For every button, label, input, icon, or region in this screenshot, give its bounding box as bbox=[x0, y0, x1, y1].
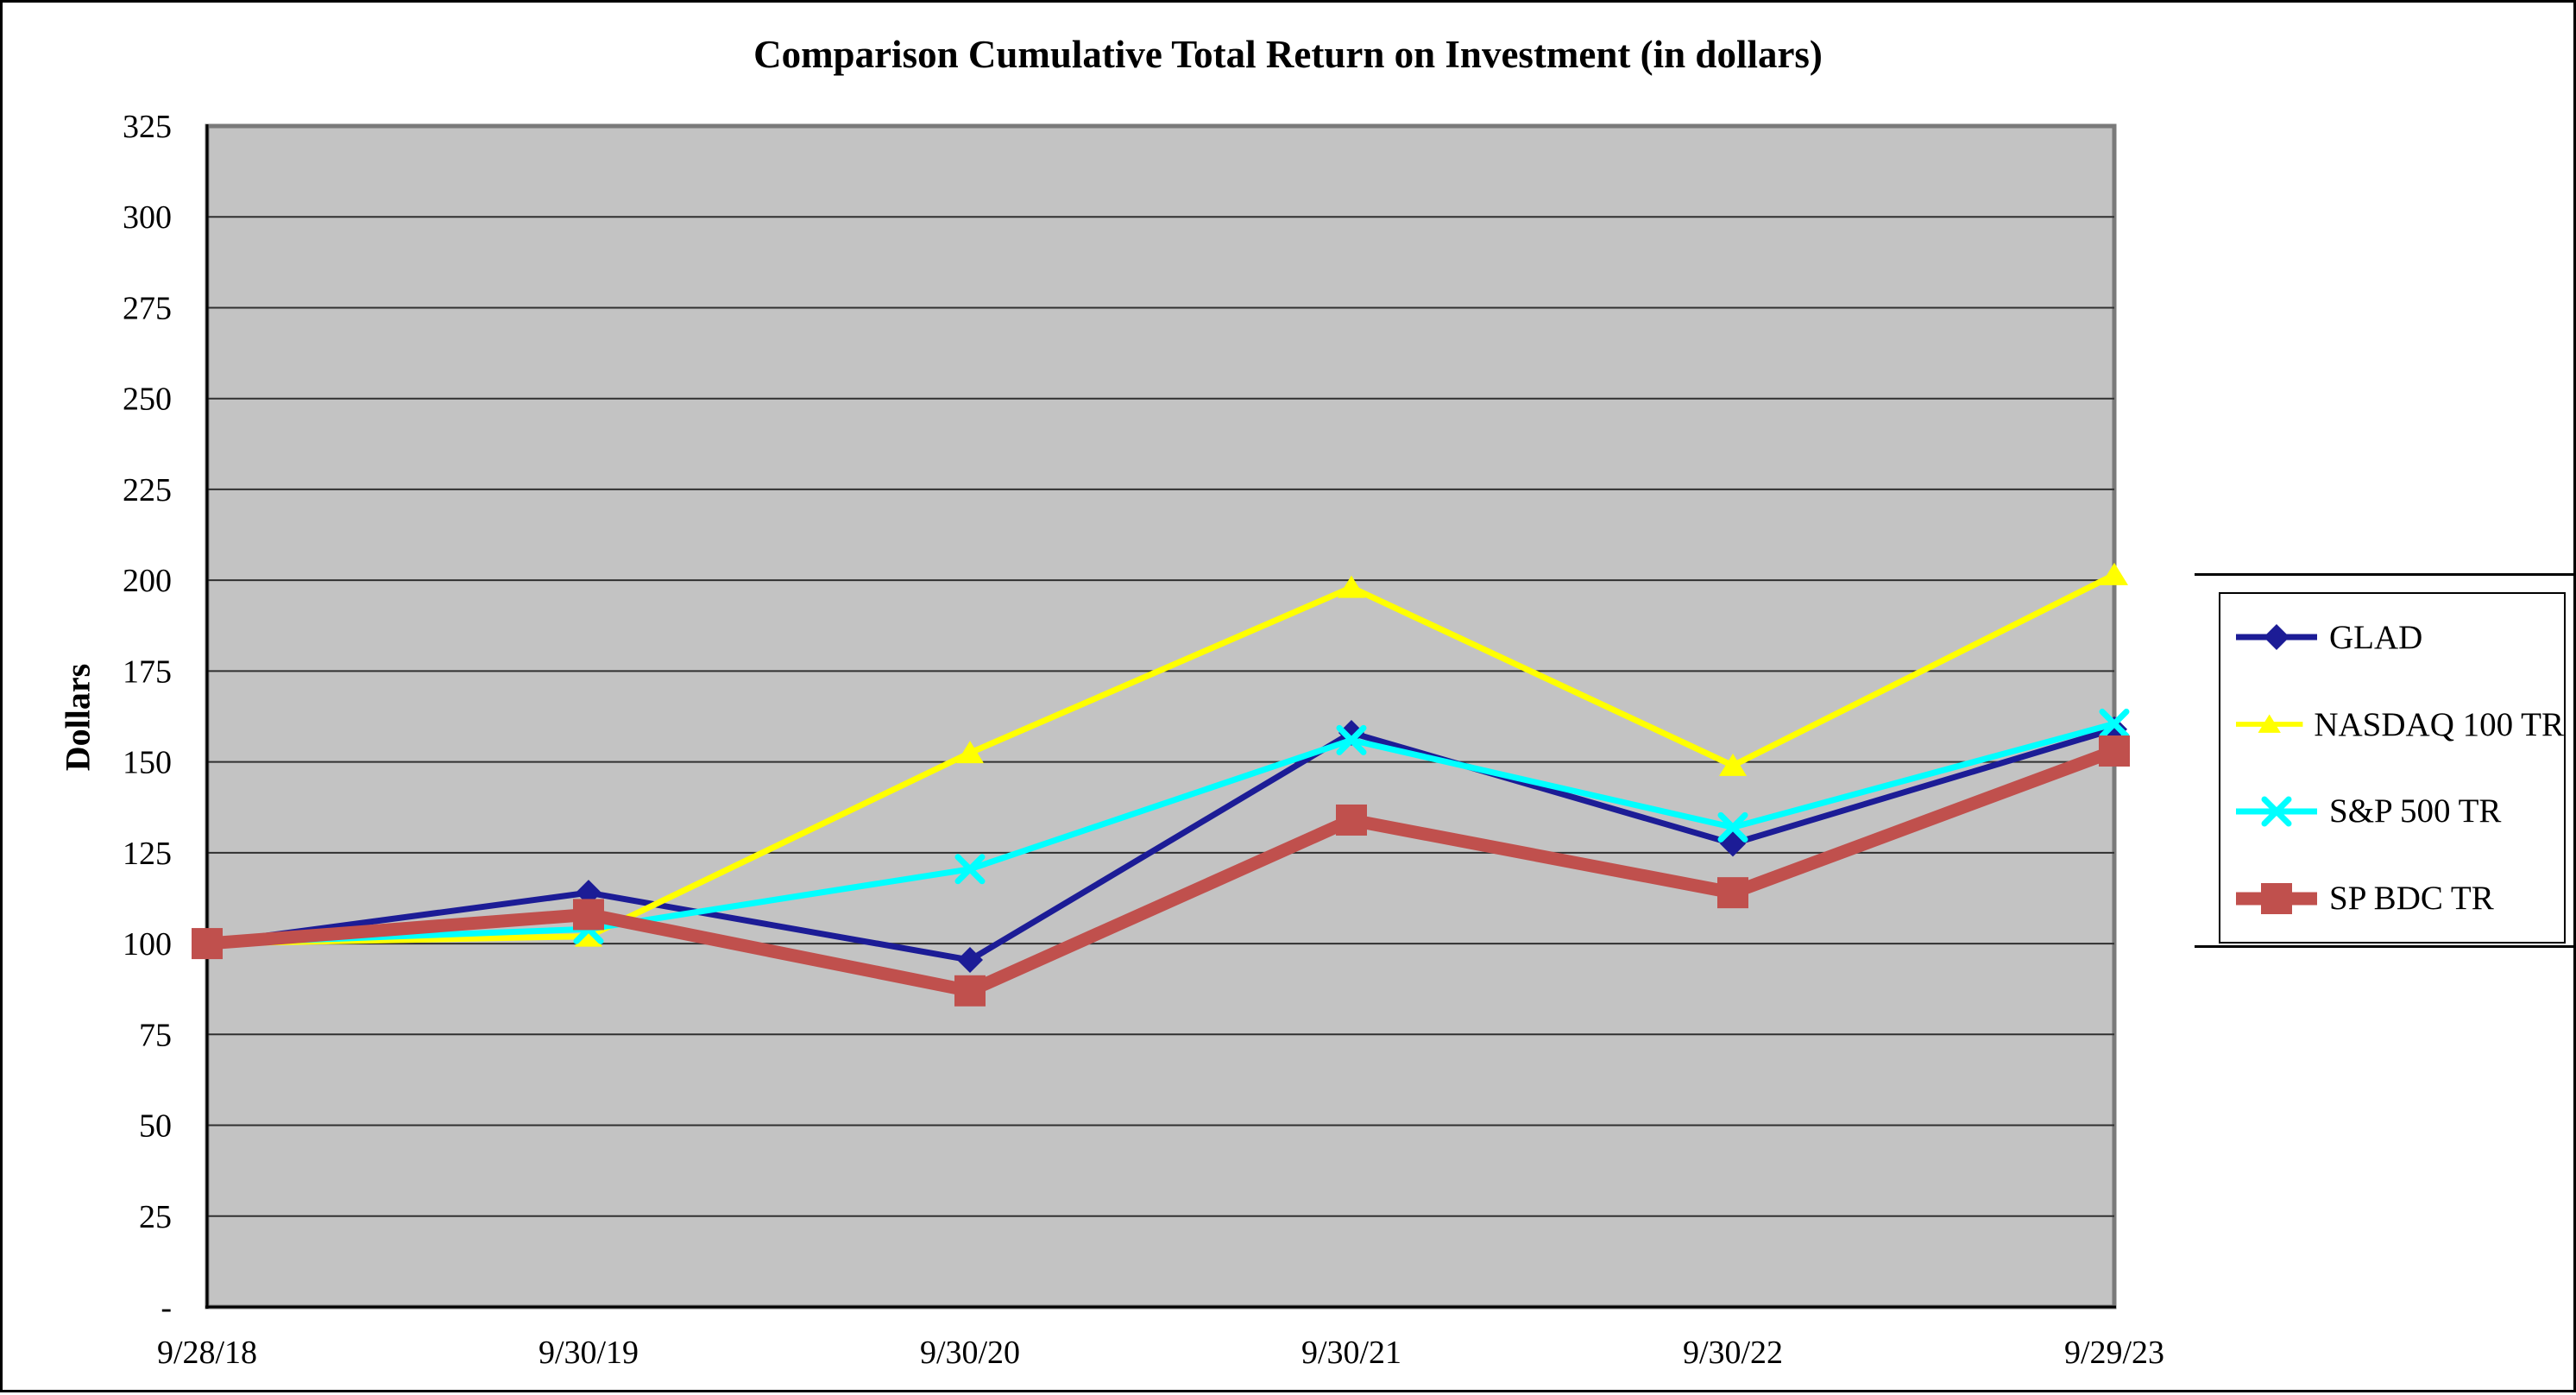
x-marker-icon bbox=[954, 854, 986, 885]
square-marker-icon bbox=[192, 928, 223, 960]
x-marker-icon bbox=[2261, 796, 2292, 827]
series-line-sp-bdc-tr bbox=[206, 744, 2117, 998]
diamond-marker-icon bbox=[957, 947, 983, 974]
square-marker-icon bbox=[1717, 877, 1748, 909]
y-tick-label: 250 bbox=[123, 382, 172, 418]
x-tick-label: 9/28/18 bbox=[157, 1335, 257, 1371]
chart-title: Comparison Cumulative Total Return on In… bbox=[753, 33, 1823, 76]
y-tick-label: - bbox=[161, 1290, 172, 1326]
legend-bottom-rule bbox=[2195, 945, 2576, 948]
square-marker-icon bbox=[1336, 804, 1367, 836]
plot-background bbox=[205, 123, 2117, 1310]
legend-swatch-nasdaq-100-tr bbox=[2236, 714, 2303, 734]
legend-item-s-p-500-tr: S&P 500 TR bbox=[2220, 792, 2564, 830]
y-tick-label: 300 bbox=[123, 199, 172, 236]
y-tick-label: 225 bbox=[123, 472, 172, 508]
series-line-nasdaq-100-tr bbox=[206, 571, 2116, 947]
square-marker-icon bbox=[573, 899, 604, 931]
square-marker-icon bbox=[2261, 882, 2292, 914]
legend-top-rule bbox=[2195, 573, 2576, 576]
y-tick-label: 275 bbox=[123, 290, 172, 326]
x-tick-label: 9/30/19 bbox=[539, 1335, 639, 1371]
y-tick-label: 25 bbox=[139, 1199, 172, 1235]
y-tick-label: 125 bbox=[123, 836, 172, 872]
legend-label-glad: GLAD bbox=[2329, 618, 2423, 656]
triangle-marker-icon bbox=[956, 741, 984, 764]
y-tick-label: 100 bbox=[123, 926, 172, 963]
x-marker-icon bbox=[1717, 811, 1748, 843]
x-tick-label: 9/29/23 bbox=[2064, 1335, 2164, 1371]
legend-item-glad: GLAD bbox=[2220, 618, 2564, 657]
y-tick-label: 200 bbox=[123, 563, 172, 599]
triangle-marker-icon bbox=[575, 924, 602, 947]
legend-item-sp-bdc-tr: SP BDC TR bbox=[2220, 879, 2564, 918]
plot-area: - 25 50 75 100 125 150 175 200 225 250 275 300 325 9/2… bbox=[123, 109, 2164, 1371]
square-marker-icon bbox=[954, 975, 986, 1007]
legend-label-s-p-500-tr: S&P 500 TR bbox=[2329, 792, 2502, 830]
y-tick-label: 150 bbox=[123, 745, 172, 781]
x-tick-label: 9/30/21 bbox=[1301, 1335, 1401, 1371]
series-line-glad bbox=[206, 726, 2116, 963]
y-tick-label: 175 bbox=[123, 653, 172, 690]
triangle-marker-icon bbox=[2258, 714, 2281, 734]
x-marker-icon bbox=[2099, 708, 2130, 739]
legend-label-nasdaq-100-tr: NASDAQ 100 TR bbox=[2314, 705, 2564, 743]
y-tick-label: 75 bbox=[139, 1017, 172, 1053]
legend-swatch-s-p-500-tr bbox=[2236, 796, 2317, 827]
series-line-s-p-500-tr bbox=[206, 721, 2115, 947]
y-tick-label: 50 bbox=[139, 1108, 172, 1145]
triangle-marker-icon bbox=[1338, 575, 1365, 598]
legend: GLAD NASDAQ 100 TR S&P 500 TR SP BDC TR bbox=[2219, 592, 2566, 944]
x-tick-label: 9/30/20 bbox=[920, 1335, 1020, 1371]
diamond-marker-icon bbox=[2264, 624, 2289, 651]
square-marker-icon bbox=[2099, 735, 2130, 767]
y-tick-label: 325 bbox=[123, 109, 172, 145]
legend-item-nasdaq-100-tr: NASDAQ 100 TR bbox=[2220, 705, 2564, 744]
x-tick-label: 9/30/22 bbox=[1683, 1335, 1783, 1371]
legend-swatch-glad bbox=[2236, 624, 2317, 651]
x-marker-icon bbox=[1336, 724, 1367, 755]
triangle-marker-icon bbox=[1719, 753, 1747, 776]
legend-swatch-sp-bdc-tr bbox=[2236, 882, 2317, 914]
triangle-marker-icon bbox=[2100, 562, 2128, 585]
legend-label-sp-bdc-tr: SP BDC TR bbox=[2329, 880, 2494, 918]
